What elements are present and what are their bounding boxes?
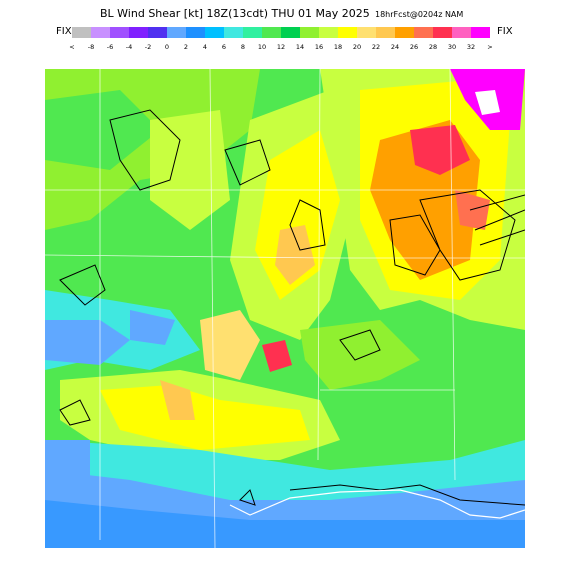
colorbar-label: 10 (258, 43, 266, 51)
colorbar-label: -2 (145, 43, 151, 51)
colorbar-label: 0 (165, 43, 169, 51)
color-swatch (433, 27, 452, 38)
color-swatch (148, 27, 167, 38)
colorbar-label: 32 (467, 43, 475, 51)
color-swatch (376, 27, 395, 38)
fix-left: FIX (56, 26, 72, 37)
color-swatch (414, 27, 433, 38)
colorbar-label: 14 (296, 43, 304, 51)
color-swatch (281, 27, 300, 38)
color-swatch (129, 27, 148, 38)
colorbar-label: 18 (334, 43, 342, 51)
colorbar-label: -6 (107, 43, 113, 51)
color-swatch (167, 27, 186, 38)
colorbar-label: 2 (184, 43, 188, 51)
colorbar-label: -4 (126, 43, 132, 51)
color-swatch (91, 27, 110, 38)
color-swatch (262, 27, 281, 38)
map (45, 69, 525, 548)
color-swatch (224, 27, 243, 38)
colorbar: < -8 -6 -4 -2 0 2 4 6 8 10 12 14 16 18 20 22 24 26 28 30 32 > (69, 27, 493, 51)
colorbar-label: 28 (429, 43, 437, 51)
colorbar-label: > (487, 43, 492, 51)
colorbar-label: 4 (203, 43, 207, 51)
color-swatch (395, 27, 414, 38)
color-swatch (452, 27, 471, 38)
color-swatch (186, 27, 205, 38)
colorbar-label: 8 (241, 43, 245, 51)
fix-right: FIX (497, 26, 513, 37)
colorbar-label: 30 (448, 43, 456, 51)
color-swatch (471, 27, 490, 38)
colorbar-label: 16 (315, 43, 323, 51)
colorbar-label: 12 (277, 43, 285, 51)
colorbar-label: -8 (88, 43, 94, 51)
title: BL Wind Shear [kt] 18Z(13cdt) THU 01 May… (100, 7, 370, 20)
color-swatch (338, 27, 357, 38)
colorbar-label: 26 (410, 43, 418, 51)
color-swatch (205, 27, 224, 38)
color-swatch (319, 27, 338, 38)
subtitle: 18hrFcst@0204z NAM (375, 10, 463, 19)
colorbar-label: < (69, 43, 74, 51)
color-swatch (110, 27, 129, 38)
color-swatch (300, 27, 319, 38)
colorbar-label: 20 (353, 43, 361, 51)
color-swatch (243, 27, 262, 38)
colorbar-label: 24 (391, 43, 399, 51)
colorbar-label: 6 (222, 43, 226, 51)
colorbar-label: 22 (372, 43, 380, 51)
color-swatch (72, 27, 91, 38)
color-swatch (357, 27, 376, 38)
